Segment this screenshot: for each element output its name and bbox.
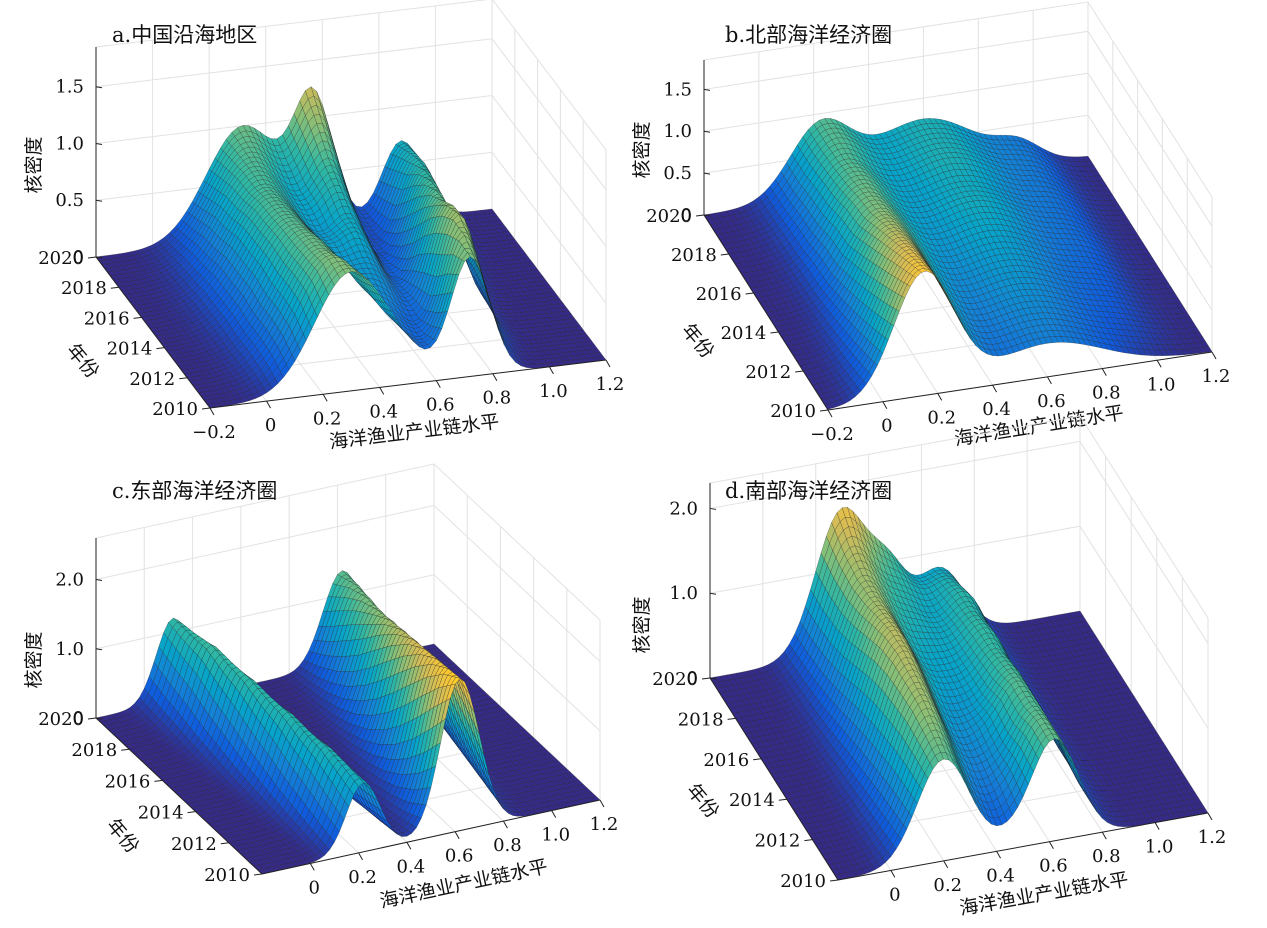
x-tick-mark [379, 387, 385, 395]
panel-a: −0.2 0 0.2 0.4 0.6 0.8 1.0 1.2 2010 2012 2014 2016 2… [23, 0, 624, 453]
z-tick-mark [95, 86, 103, 89]
y-tick-mark [133, 316, 142, 319]
x-tick-label: 0.2 [313, 408, 342, 429]
x-tick-label: 0.6 [426, 395, 455, 416]
y-tick-label: 2010 [152, 399, 198, 420]
z-tick-label: 0 [73, 247, 84, 268]
box-top-edge [95, 0, 607, 151]
y-tick-mark [179, 377, 188, 380]
y-tick-mark [201, 407, 211, 410]
x-axis-label: 海洋渔业产业链水平 [328, 411, 500, 454]
x-tick-label: 0.4 [369, 401, 398, 422]
x-tick-mark [435, 380, 441, 388]
z-axis-label: 核密度 [23, 136, 45, 193]
x-tick-label: −0.2 [192, 422, 236, 443]
z-tick-mark [95, 199, 103, 202]
grid-line-z [95, 38, 607, 191]
x-tick-mark [322, 394, 328, 402]
x-tick-mark [209, 407, 215, 416]
y-tick-mark [87, 256, 97, 259]
x-tick-mark [266, 400, 272, 409]
y-tick-label: 2016 [84, 308, 130, 329]
y-tick-mark [156, 347, 165, 350]
x-tick-mark [548, 366, 554, 375]
z-tick-mark [95, 142, 103, 145]
x-tick-mark [492, 373, 498, 381]
y-tick-label: 2018 [61, 278, 107, 299]
surface [95, 86, 607, 409]
x-tick-label: 0.8 [483, 388, 512, 409]
panel-b: −0.2 0 0.2 0.4 0.6 0.8 1.0 1.220102012201420162… [631, 1, 1230, 450]
x-tick-mark [605, 359, 611, 368]
panel-title: a.中国沿海地区 [112, 23, 257, 47]
y-tick-label: 2014 [107, 339, 153, 360]
z-tick-label: 1.0 [55, 133, 84, 154]
x-tick-label: 1.0 [539, 381, 568, 402]
y-axis-label: 年份 [62, 340, 103, 383]
y-tick-label: 2012 [129, 369, 175, 390]
z-tick-label: 0.5 [55, 190, 84, 211]
z-tick-label: 1.5 [55, 77, 84, 98]
y-tick-mark [110, 286, 119, 289]
x-tick-label: 0 [265, 415, 276, 436]
x-tick-label: 1.2 [596, 374, 625, 395]
